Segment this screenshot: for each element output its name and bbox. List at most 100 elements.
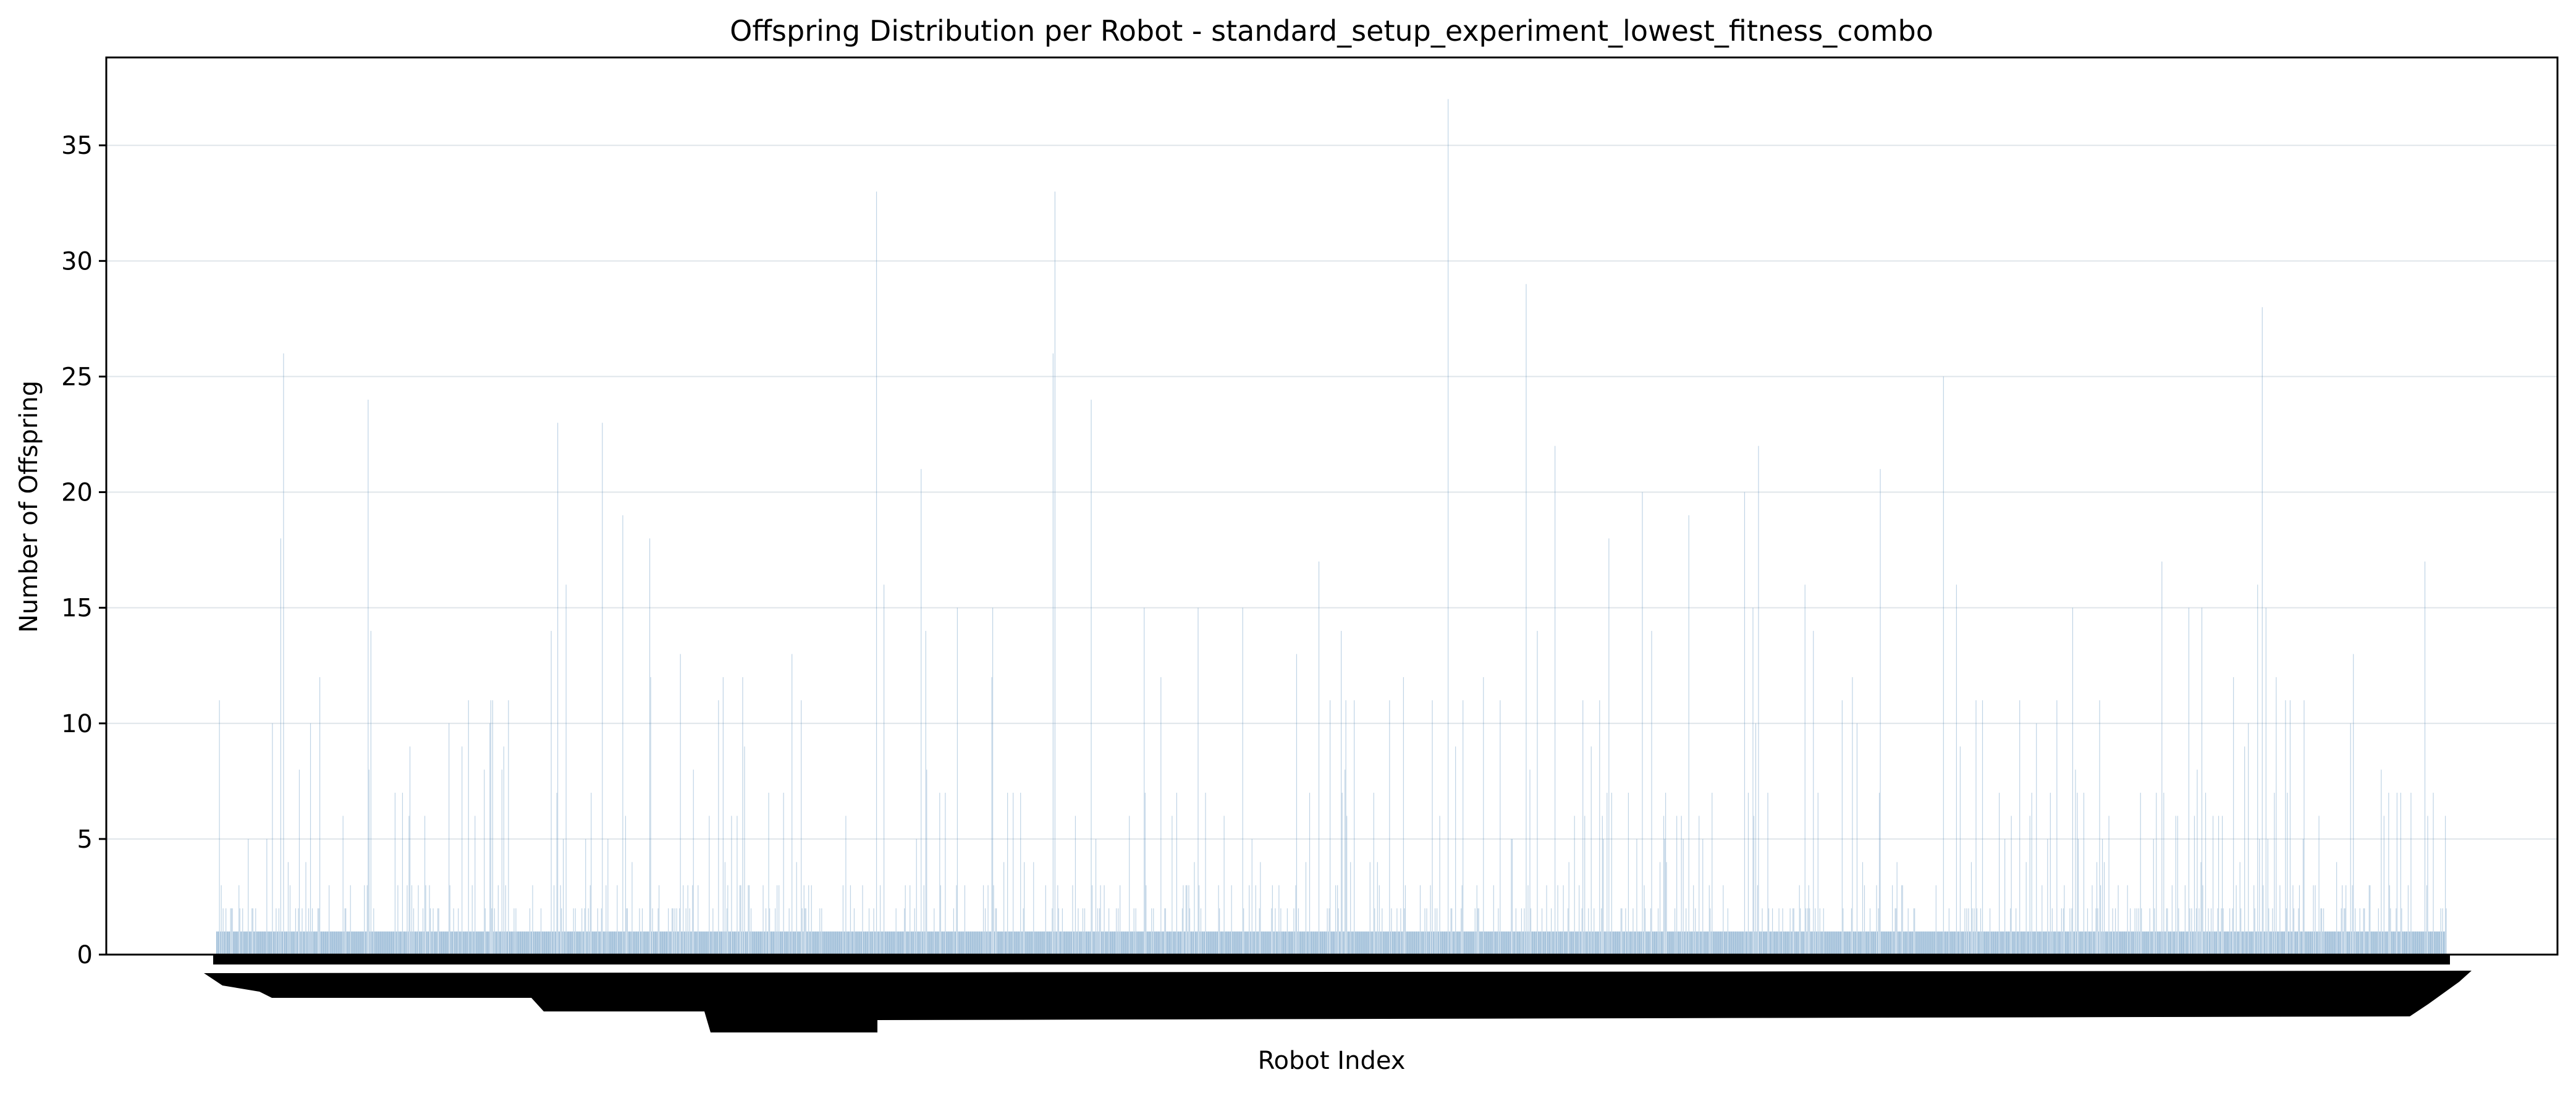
bar: [2268, 908, 2270, 955]
bar: [1453, 931, 1455, 955]
bar: [916, 838, 917, 955]
bar: [2349, 931, 2350, 955]
bar: [350, 885, 351, 955]
bar: [1035, 931, 1036, 955]
bar: [414, 931, 415, 955]
bar: [800, 931, 801, 955]
bar: [1162, 931, 1163, 955]
bar: [1134, 931, 1136, 955]
bar: [1306, 931, 1307, 955]
bar: [1894, 908, 1896, 955]
bar: [392, 931, 394, 955]
bar: [1457, 931, 1458, 955]
bar: [2168, 931, 2169, 955]
bar: [1225, 931, 1227, 955]
bar: [218, 931, 219, 955]
bar: [677, 931, 678, 955]
bar: [2036, 723, 2037, 955]
bar: [1852, 931, 1854, 955]
bar: [1713, 931, 1715, 955]
bar: [892, 931, 893, 955]
bar: [1682, 931, 1683, 955]
bar: [968, 931, 969, 955]
bar: [363, 931, 364, 955]
bar: [2145, 931, 2147, 955]
bar: [1756, 931, 1757, 955]
bar: [2234, 931, 2235, 955]
bar: [1241, 931, 1243, 955]
bar: [722, 677, 724, 955]
bar: [627, 908, 628, 955]
bar: [1611, 793, 1612, 955]
bar: [1831, 931, 1833, 955]
bar: [2164, 931, 2165, 955]
bar: [243, 931, 244, 955]
bar: [1833, 931, 1835, 955]
bar: [2093, 931, 2095, 955]
bar: [2381, 931, 2383, 955]
bar: [877, 931, 879, 955]
bar: [2116, 931, 2117, 955]
bar: [919, 931, 921, 955]
bar: [777, 931, 779, 955]
bar: [543, 931, 544, 955]
bar: [1574, 816, 1575, 955]
bar: [1994, 931, 1995, 955]
bar: [1702, 838, 1704, 955]
bar: [1404, 885, 1406, 955]
bar: [1259, 908, 1260, 955]
bar: [1587, 931, 1588, 955]
bar: [1861, 931, 1862, 955]
bar: [1315, 931, 1317, 955]
bar: [2375, 931, 2376, 955]
bar: [1820, 931, 1822, 955]
bar: [1743, 931, 1744, 955]
bar: [560, 885, 561, 955]
bar: [1188, 885, 1189, 955]
bar: [2416, 931, 2417, 955]
bar: [1838, 931, 1839, 955]
bar: [1888, 931, 1890, 955]
bars: [216, 99, 2447, 955]
bar: [1624, 931, 1626, 955]
bar: [1533, 931, 1534, 955]
bar: [257, 931, 258, 955]
bar: [613, 931, 614, 955]
bar: [2240, 908, 2242, 955]
bar: [762, 885, 764, 955]
bar: [1983, 931, 1985, 955]
bar: [1352, 931, 1353, 955]
bar: [1563, 885, 1564, 955]
bar: [2423, 931, 2425, 955]
bar: [607, 838, 609, 955]
bar: [1949, 931, 1951, 955]
bar: [557, 423, 559, 955]
bar: [1385, 931, 1387, 955]
bar: [1497, 931, 1498, 955]
bar: [1692, 931, 1693, 955]
bar: [1857, 931, 1859, 955]
bar: [2366, 931, 2367, 955]
bar: [431, 931, 433, 955]
bar: [2405, 931, 2407, 955]
bar: [1874, 931, 1875, 955]
bar: [1234, 931, 1235, 955]
bar: [1746, 931, 1747, 955]
bar: [1284, 931, 1285, 955]
bar: [823, 931, 824, 955]
bar: [322, 931, 323, 955]
bar: [2286, 908, 2287, 955]
bar: [596, 931, 598, 955]
bar: [2354, 931, 2355, 955]
bar: [2019, 700, 2021, 955]
bar: [1409, 931, 1411, 955]
bar: [1484, 931, 1485, 955]
bar: [793, 931, 795, 955]
bar: [1058, 908, 1059, 955]
bar: [445, 931, 446, 955]
bar: [2248, 723, 2249, 955]
bar: [612, 931, 613, 955]
bar: [644, 931, 646, 955]
bar: [1474, 908, 1476, 955]
bar: [1493, 885, 1494, 955]
